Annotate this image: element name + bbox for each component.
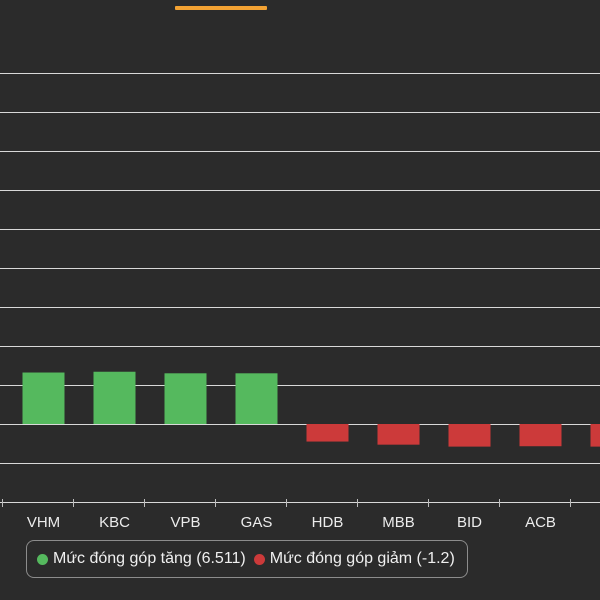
x-tick-label-bid: BID — [457, 514, 482, 531]
bar-layer — [22, 371, 600, 447]
x-tick-label-vpb: VPB — [170, 514, 200, 531]
x-tick-label-acb: ACB — [525, 514, 556, 531]
increase-dot-icon — [37, 553, 48, 565]
x-tick-label-hdb: HDB — [312, 514, 344, 531]
x-tick-label-vhm: VHM — [27, 514, 60, 531]
bar-vhm[interactable] — [22, 372, 65, 424]
x-tick-label-gas: GAS — [241, 514, 273, 531]
bar-hdb[interactable] — [306, 424, 349, 442]
bar-kbc[interactable] — [93, 371, 136, 424]
chart-legend: Mức đóng góp tăng (6.511) Mức đóng góp g… — [26, 540, 468, 578]
bar-mbb[interactable] — [377, 424, 420, 445]
x-tick-label-kbc: KBC — [99, 514, 130, 531]
legend-item-increase[interactable]: Mức đóng góp tăng (6.511) — [37, 551, 246, 567]
bar-vpb[interactable] — [164, 373, 207, 424]
bar-bid[interactable] — [448, 424, 491, 447]
legend-item-decrease[interactable]: Mức đóng góp giảm (-1.2) — [253, 550, 455, 567]
bar-bc[interactable] — [590, 424, 600, 447]
x-tick-label-mbb: MBB — [382, 514, 415, 531]
tick-layer: VHMKBCVPBGASHDBMBBBIDACBBC — [2, 499, 571, 531]
bar-gas[interactable] — [235, 373, 278, 424]
legend-label-decrease: Mức đóng góp giảm (-1.2) — [269, 550, 455, 567]
active-tab-indicator — [175, 6, 267, 10]
bar-acb[interactable] — [519, 424, 562, 447]
grid-layer — [0, 73, 600, 503]
chart-plot-area: VHMKBCVPBGASHDBMBBBIDACBBC — [0, 73, 600, 531]
decrease-dot-icon — [253, 553, 265, 565]
legend-label-increase: Mức đóng góp tăng (6.511) — [53, 550, 246, 567]
